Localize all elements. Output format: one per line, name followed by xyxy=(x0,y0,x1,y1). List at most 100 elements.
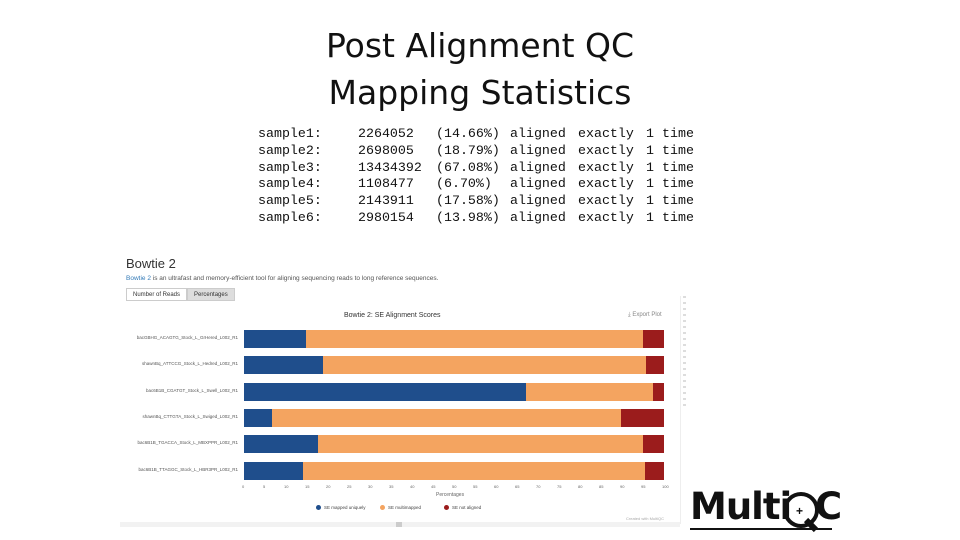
x-axis-label: Percentages xyxy=(436,492,465,498)
stats-pct: (14.66%) xyxy=(436,126,500,141)
x-tick-label: 40 xyxy=(410,484,415,489)
stats-one: 1 xyxy=(646,193,654,209)
stats-word1: aligned xyxy=(510,176,566,192)
legend-item[interactable]: SE not aligned xyxy=(444,505,481,511)
stats-time: time xyxy=(662,209,694,225)
x-tick-label: 20 xyxy=(326,484,331,489)
stats-count: 13434392 xyxy=(358,159,422,175)
x-tick-label: 50 xyxy=(452,484,457,489)
slide-title: Post Alignment QC Mapping Statistics xyxy=(0,22,960,116)
stats-word1: aligned xyxy=(510,126,566,141)
x-tick-label: 25 xyxy=(347,484,352,489)
scrollbar-thumb[interactable] xyxy=(396,522,402,527)
stats-pct: (18.79%) xyxy=(436,142,500,158)
bar-segment[interactable] xyxy=(302,461,645,480)
section-title: Bowtie 2 xyxy=(126,256,176,271)
bar-segment[interactable] xyxy=(244,408,273,427)
bar-segment[interactable] xyxy=(525,382,653,401)
bar-segment[interactable] xyxy=(652,382,664,401)
stats-time: time xyxy=(662,193,694,209)
bar-segment[interactable] xyxy=(272,408,621,427)
x-tick-label: 15 xyxy=(305,484,310,489)
bar-segment[interactable] xyxy=(642,435,664,454)
x-tick-label: 65 xyxy=(515,484,520,489)
legend-item[interactable]: SE mapped uniquely xyxy=(316,505,366,511)
stats-one: 1 xyxy=(646,209,654,225)
stats-pct: (13.98%) xyxy=(436,209,500,225)
stats-one: 1 xyxy=(646,142,654,158)
x-tick-label: 60 xyxy=(494,484,499,489)
stats-count: 1108477 xyxy=(358,176,414,192)
plot-toggle-group: Number of Reads Percentages xyxy=(126,288,235,301)
stats-word2: exactly xyxy=(578,126,634,141)
legend-item[interactable]: SE multimapped xyxy=(380,505,422,511)
x-tick-label: 0 xyxy=(242,484,245,489)
stats-count: 2143911 xyxy=(358,193,414,209)
category-label: bacGBHG_ACAGTG_Stock_L_GrHered_L002_R1 xyxy=(136,335,238,340)
stats-sample: sample4: xyxy=(258,176,322,192)
stats-pct: (17.58%) xyxy=(436,193,500,209)
bowtie2-link[interactable]: Bowtie 2 xyxy=(126,275,151,282)
category-label: shawnBq_CTTGTA_Stock_L_Swiged_L002_R1 xyxy=(142,413,238,419)
export-plot-button[interactable]: ⤓ Export Plot xyxy=(628,312,662,318)
stats-word2: exactly xyxy=(578,159,634,175)
multiqc-logo: Multi C + xyxy=(690,486,842,533)
chart-credit: Created with MultiQC xyxy=(626,516,665,521)
stats-one: 1 xyxy=(646,159,654,175)
stats-count: 2980154 xyxy=(358,209,414,225)
stats-word2: exactly xyxy=(578,176,634,192)
category-label: shawnBq_ATTCCG_Stock_L_Hedred_L002_R1 xyxy=(142,361,238,367)
category-label: bac6B1B_TTAGGC_Stock_L_HBR3PR_L002_R1 xyxy=(138,466,238,472)
x-tick-label: 30 xyxy=(368,484,373,489)
magnifier-icon xyxy=(783,492,819,528)
stats-word2: exactly xyxy=(578,142,634,158)
legend-swatch xyxy=(380,505,385,511)
chart-title: Bowtie 2: SE Alignment Scores xyxy=(344,312,441,319)
category-label: bac6B1B_CGATGT_Stock_L_Swell_L002_R1 xyxy=(146,387,238,393)
x-tick-label: 75 xyxy=(557,484,562,489)
stats-time: time xyxy=(662,159,694,175)
description-text: is an ultrafast and memory-efficient too… xyxy=(150,275,439,282)
stats-sample: sample3: xyxy=(258,159,322,175)
x-tick-label: 70 xyxy=(536,484,541,489)
slide-title-line1: Post Alignment QC xyxy=(325,26,635,65)
bar-segment[interactable] xyxy=(244,435,318,454)
bar-segment[interactable] xyxy=(645,461,664,480)
legend-swatch xyxy=(316,505,321,511)
slide-title-line2: Mapping Statistics xyxy=(328,73,632,112)
stats-time: time xyxy=(662,126,694,141)
bar-segment[interactable] xyxy=(244,382,526,401)
number-of-reads-button[interactable]: Number of Reads xyxy=(126,288,188,301)
stats-one: 1 xyxy=(646,176,654,192)
bar-segment[interactable] xyxy=(645,356,664,375)
stats-pct: (6.70%) xyxy=(436,176,492,192)
bar-segment[interactable] xyxy=(642,330,664,348)
stats-sample: sample2: xyxy=(258,142,322,158)
x-tick-label: 85 xyxy=(599,484,604,489)
x-tick-label: 5 xyxy=(263,484,266,489)
bar-segment[interactable] xyxy=(322,356,646,375)
side-scroll-markers xyxy=(683,296,686,406)
stats-time: time xyxy=(662,176,694,192)
stats-word1: aligned xyxy=(510,209,566,225)
bar-segment[interactable] xyxy=(317,435,643,454)
bar-segment[interactable] xyxy=(244,356,323,375)
x-tick-label: 35 xyxy=(389,484,394,489)
bar-segment[interactable] xyxy=(244,330,306,348)
percentages-button[interactable]: Percentages xyxy=(187,288,235,301)
stats-word1: aligned xyxy=(510,159,566,175)
category-label: bac6B1B_TGACCA_Stock_L_MBXPPR_L002_R1 xyxy=(137,440,238,446)
stats-word1: aligned xyxy=(510,193,566,209)
stats-pct: (67.08%) xyxy=(436,159,500,175)
multiqc-report-screenshot: Bowtie 2 Bowtie 2 is an ultrafast and me… xyxy=(120,250,686,532)
bar-segment[interactable] xyxy=(620,408,664,427)
bar-segment[interactable] xyxy=(244,461,303,480)
x-tick-label: 95 xyxy=(641,484,646,489)
x-tick-label: 90 xyxy=(620,484,625,489)
x-tick-label: 10 xyxy=(284,484,289,489)
logo-underline xyxy=(690,528,832,530)
stats-sample: sample6: xyxy=(258,209,322,225)
bar-segment[interactable] xyxy=(305,330,643,348)
x-tick-label: 55 xyxy=(473,484,478,489)
legend-label: SE multimapped xyxy=(388,505,422,510)
